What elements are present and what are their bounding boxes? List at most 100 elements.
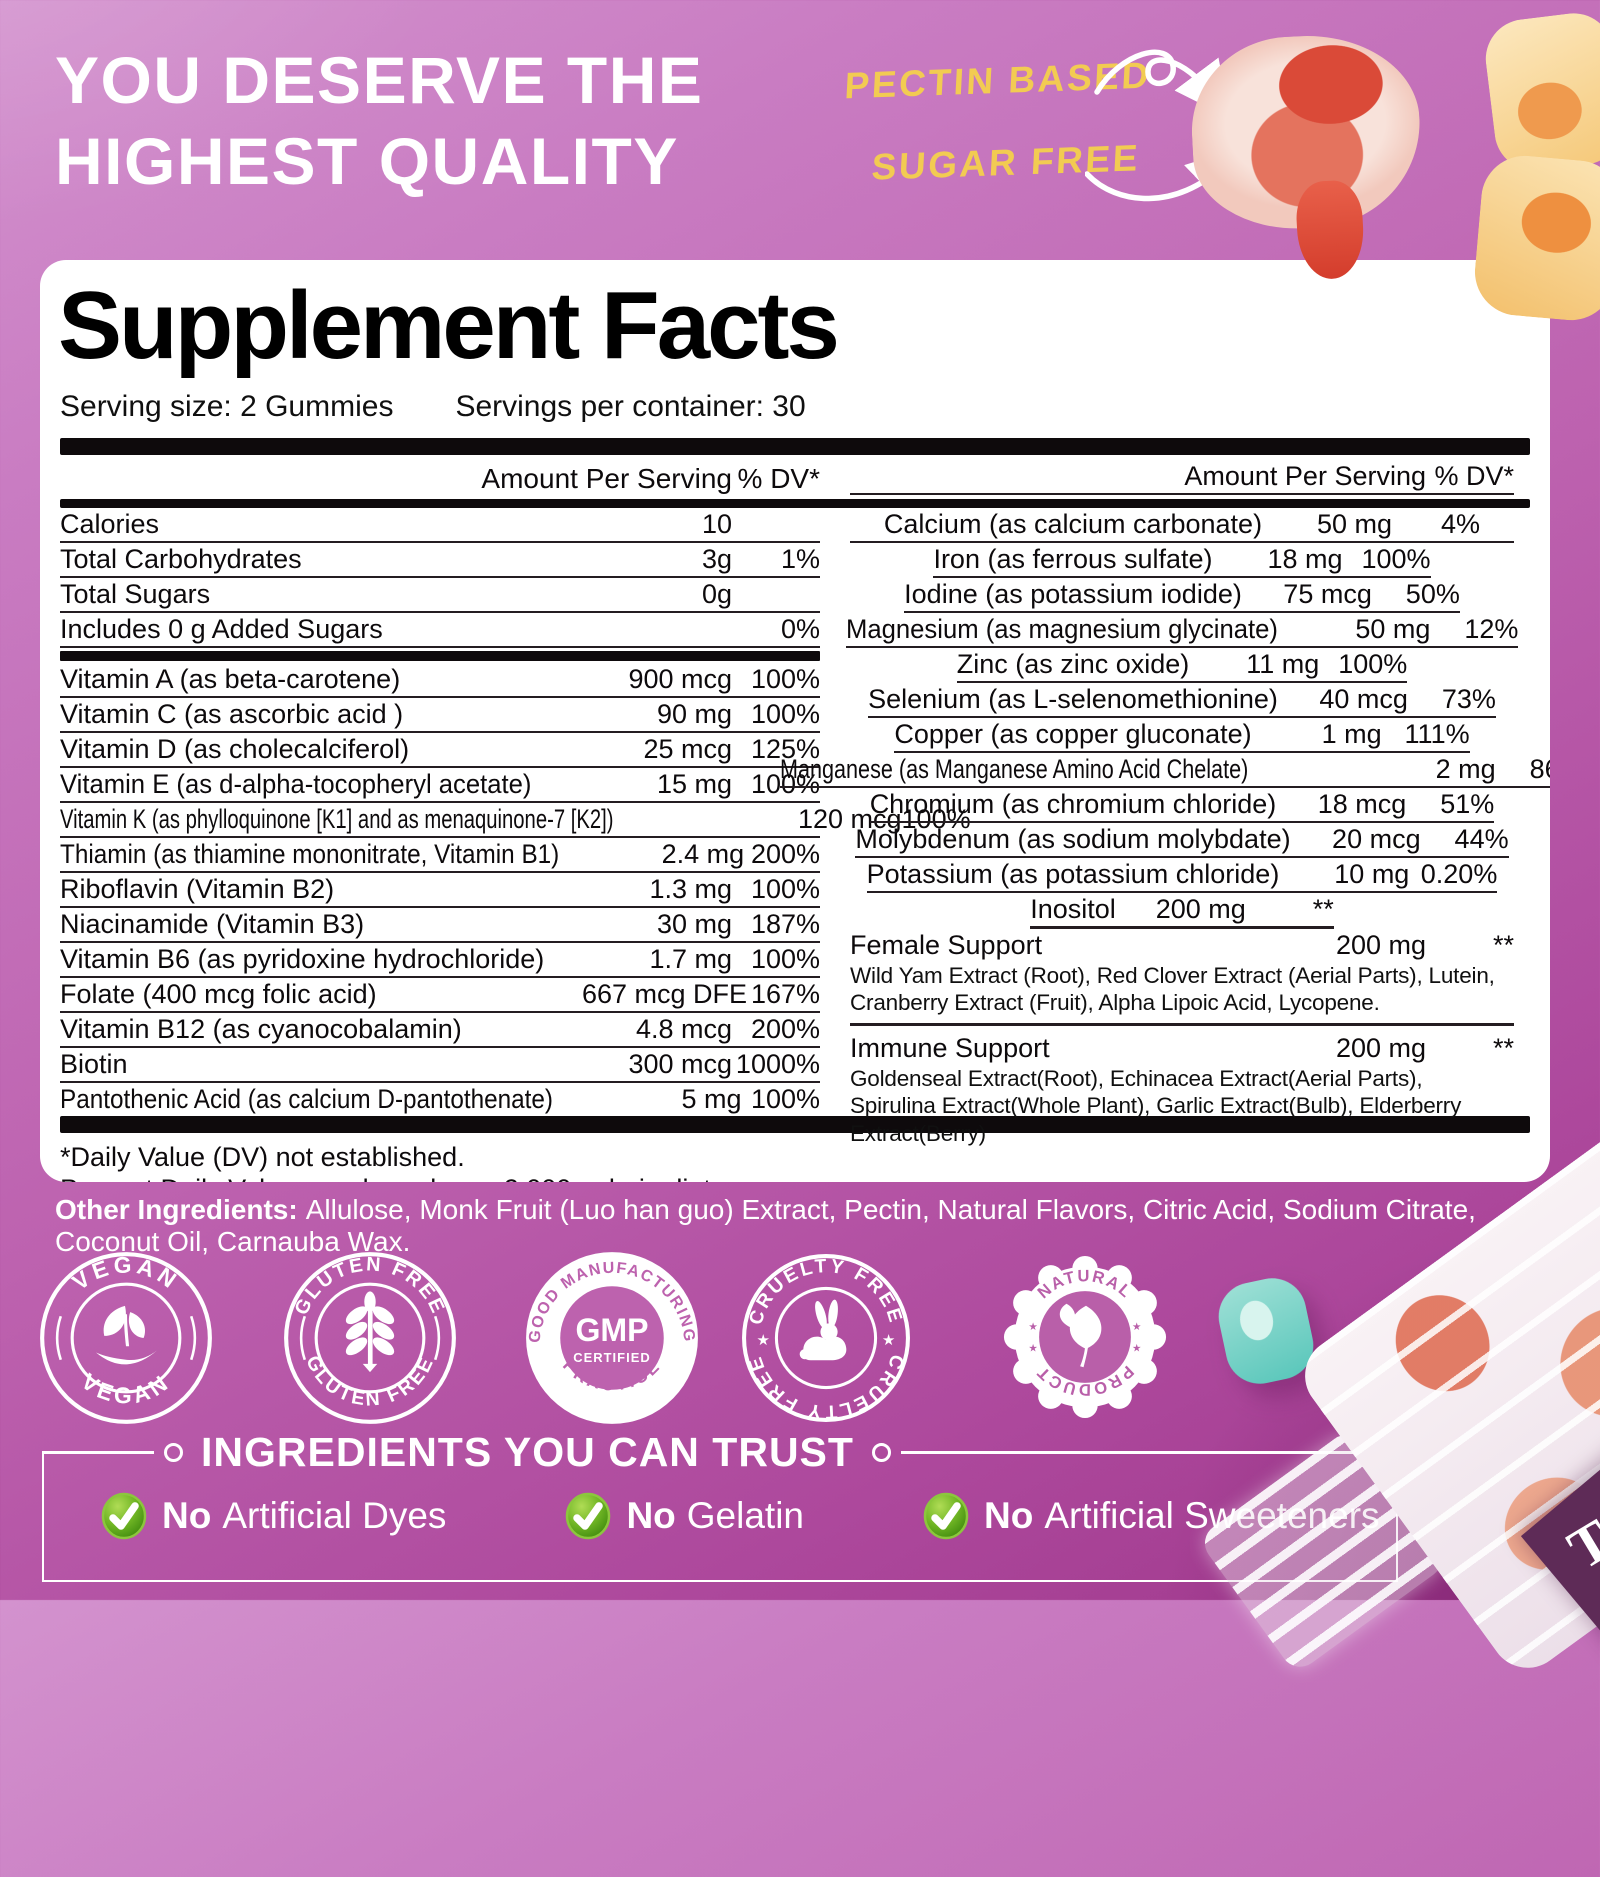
- divider-bar: [60, 499, 1530, 508]
- table-row: Vitamin E (as d-alpha-tocopheryl acetate…: [60, 768, 820, 803]
- nutrient-name: Thiamin (as thiamine mononitrate, Vitami…: [60, 839, 560, 869]
- nutrient-name: Pantothenic Acid (as calcium D-pantothen…: [60, 1084, 554, 1114]
- nutrient-name: Vitamin B6 (as pyridoxine hydrochloride): [60, 944, 545, 974]
- gluten-free-badge: GLUTEN FREE GLUTEN FREE: [284, 1252, 456, 1424]
- nutrient-dv: 111%: [1404, 719, 1470, 749]
- table-row: Vitamin A (as beta-carotene) 900 mcg 100%: [60, 663, 820, 698]
- amount-header: Amount Per Serving: [1184, 461, 1426, 491]
- nutrient-name: Selenium (as L-selenomethionine): [868, 684, 1278, 714]
- leaf-icon: [1059, 1303, 1102, 1368]
- star-icon: ★: [1028, 1343, 1038, 1355]
- table-row: Inositol 200 mg **: [1030, 893, 1334, 929]
- nutrient-dv: 50%: [1405, 579, 1460, 609]
- wheat-icon: [345, 1291, 395, 1373]
- table-header-left: Amount Per Serving % DV*: [60, 460, 820, 495]
- table-row: Calories 10: [60, 508, 820, 543]
- nutrient-dv: 100%: [750, 1084, 820, 1114]
- table-header: Amount Per Serving % DV* Amount Per Serv…: [60, 460, 1530, 495]
- nutrient-dv: 200%: [750, 839, 820, 869]
- nutrient-dv: 100%: [1338, 649, 1408, 679]
- nutrient-name: Iodine (as potassium iodide): [904, 579, 1242, 609]
- nutrient-dv: 4%: [1441, 509, 1481, 539]
- cruelty-free-badge: CRUELTY FREE CRUELTY FREE ★ ★: [742, 1254, 910, 1422]
- trust-title: INGREDIENTS YOU CAN TRUST: [201, 1429, 854, 1475]
- nutrient-name: Folate (400 mcg folic acid): [60, 979, 377, 1009]
- nutrient-amount: 50 mg: [1317, 509, 1393, 539]
- table-row: Vitamin C (as ascorbic acid ) 90 mg 100%: [60, 698, 820, 733]
- serving-size: Serving size: 2 Gummies: [60, 390, 394, 423]
- nutrient-name: Vitamin K (as phylloquinone [K1] and as …: [60, 804, 614, 834]
- svg-text:VEGAN: VEGAN: [67, 1252, 184, 1296]
- nutrient-dv: 1000%: [735, 1049, 820, 1079]
- other-ingredients: Other Ingredients: Allulose, Monk Fruit (…: [55, 1194, 1555, 1258]
- nutrient-dv: 0.20%: [1420, 859, 1498, 889]
- hero-title: YOU DESERVE THE HIGHEST QUALITY: [55, 40, 703, 201]
- hero-title-line1: YOU DESERVE THE: [55, 43, 704, 117]
- nutrient-name: Vitamin D (as cholecalciferol): [60, 734, 410, 764]
- table-row: Thiamin (as thiamine mononitrate, Vitami…: [60, 838, 820, 873]
- nutrient-dv: 44%: [1454, 824, 1509, 854]
- nutrient-amount: 1.7 mg: [649, 944, 732, 974]
- nutrient-dv: 125%: [750, 734, 820, 764]
- nutrient-name: Vitamin C (as ascorbic acid ): [60, 699, 404, 729]
- table-row: Female Support 200 mg **: [850, 929, 1514, 962]
- nutrient-dv: 167%: [750, 979, 820, 1009]
- divider-bar: [60, 438, 1530, 455]
- other-ingredients-label: Other Ingredients:: [55, 1194, 298, 1225]
- table-row: Niacinamide (Vitamin B3) 30 mg 187%: [60, 908, 820, 943]
- svg-text:VEGAN: VEGAN: [77, 1368, 176, 1408]
- nutrient-amount: 30 mg: [656, 909, 732, 939]
- nutrient-amount: 15 mg: [656, 769, 732, 799]
- divider-bar: [60, 1116, 1530, 1133]
- nutrient-amount: 200 mg: [1335, 930, 1426, 960]
- divider-bar: [60, 651, 820, 661]
- nutrient-amount: 50 mg: [1355, 614, 1431, 644]
- nutrient-amount: 10: [701, 509, 732, 539]
- footnote-line2: Percent Daily Values are based on a 2,00…: [60, 1173, 1550, 1182]
- table-row: Vitamin K (as phylloquinone [K1] and as …: [60, 803, 971, 838]
- curly-arrow-icon: [1094, 49, 1230, 118]
- item-label: Gelatin: [686, 1495, 804, 1536]
- nutrient-dv: 200%: [750, 1014, 820, 1044]
- nutrient-name: Total Sugars: [60, 579, 211, 609]
- star-icon: ★: [1028, 1321, 1038, 1333]
- nutrient-amount: 120 mcg: [797, 804, 902, 834]
- blend-ingredients: Wild Yam Extract (Root), Red Clover Extr…: [850, 963, 1495, 1016]
- nutrient-amount: 3g: [701, 544, 732, 574]
- nutrient-name: Magnesium (as magnesium glycinate): [845, 614, 1278, 644]
- nutrient-amount: 1 mg: [1321, 719, 1382, 749]
- nutrient-dv: **: [1312, 894, 1334, 924]
- table-row: Vitamin B12 (as cyanocobalamin) 4.8 mcg 20…: [60, 1013, 820, 1048]
- nutrient-amount: 10 mg: [1334, 859, 1410, 889]
- nutrient-amount: 200 mg: [1335, 1032, 1426, 1063]
- star-icon: ★: [756, 1332, 770, 1349]
- table-row: Chromium (as chromium chloride) 18 mcg 51%: [869, 788, 1495, 823]
- nutrient-amount: 20 mcg: [1332, 824, 1421, 854]
- nutrient-amount: 2 mg: [1435, 754, 1496, 784]
- nutrient-amount: 200 mg: [1155, 894, 1246, 924]
- trust-header: INGREDIENTS YOU CAN TRUST: [42, 1429, 1398, 1476]
- badge-top-text: VEGAN: [67, 1252, 180, 1296]
- hand-leaf-icon: [95, 1305, 158, 1365]
- gummy-orange-image: [1471, 152, 1600, 324]
- table-header-right: Amount Per Serving % DV*: [850, 460, 1514, 495]
- nutrient-name: Vitamin A (as beta-carotene): [60, 664, 401, 694]
- footnote: *Daily Value (DV) not established. Perce…: [60, 1141, 1550, 1182]
- supplement-facts-title: Supplement Facts: [58, 272, 840, 379]
- table-row: Total Sugars 0g: [60, 578, 820, 613]
- nutrient-dv: **: [1492, 1032, 1514, 1063]
- gummy-orange-image: [1481, 8, 1600, 176]
- nutrient-name: Vitamin E (as d-alpha-tocopheryl acetate…: [60, 769, 532, 799]
- nutrient-name: Biotin: [60, 1049, 128, 1079]
- table-row: Magnesium (as magnesium glycinate) 50 mg 1…: [845, 613, 1519, 648]
- nutrient-amount: 5 mg: [681, 1084, 742, 1114]
- table-row: Copper (as copper gluconate) 1 mg 111%: [894, 718, 1470, 753]
- divider-line: [42, 1451, 154, 1454]
- star-icon: ★: [882, 1332, 896, 1349]
- nutrient-name: Potassium (as potassium chloride): [866, 859, 1280, 889]
- table-row: Vitamin B6 (as pyridoxine hydrochloride)…: [60, 943, 820, 978]
- nutrient-amount: 40 mcg: [1319, 684, 1408, 714]
- check-icon: [101, 1492, 147, 1540]
- table-row: Riboflavin (Vitamin B2) 1.3 mg 100%: [60, 873, 820, 908]
- nutrient-amount: 75 mcg: [1283, 579, 1372, 609]
